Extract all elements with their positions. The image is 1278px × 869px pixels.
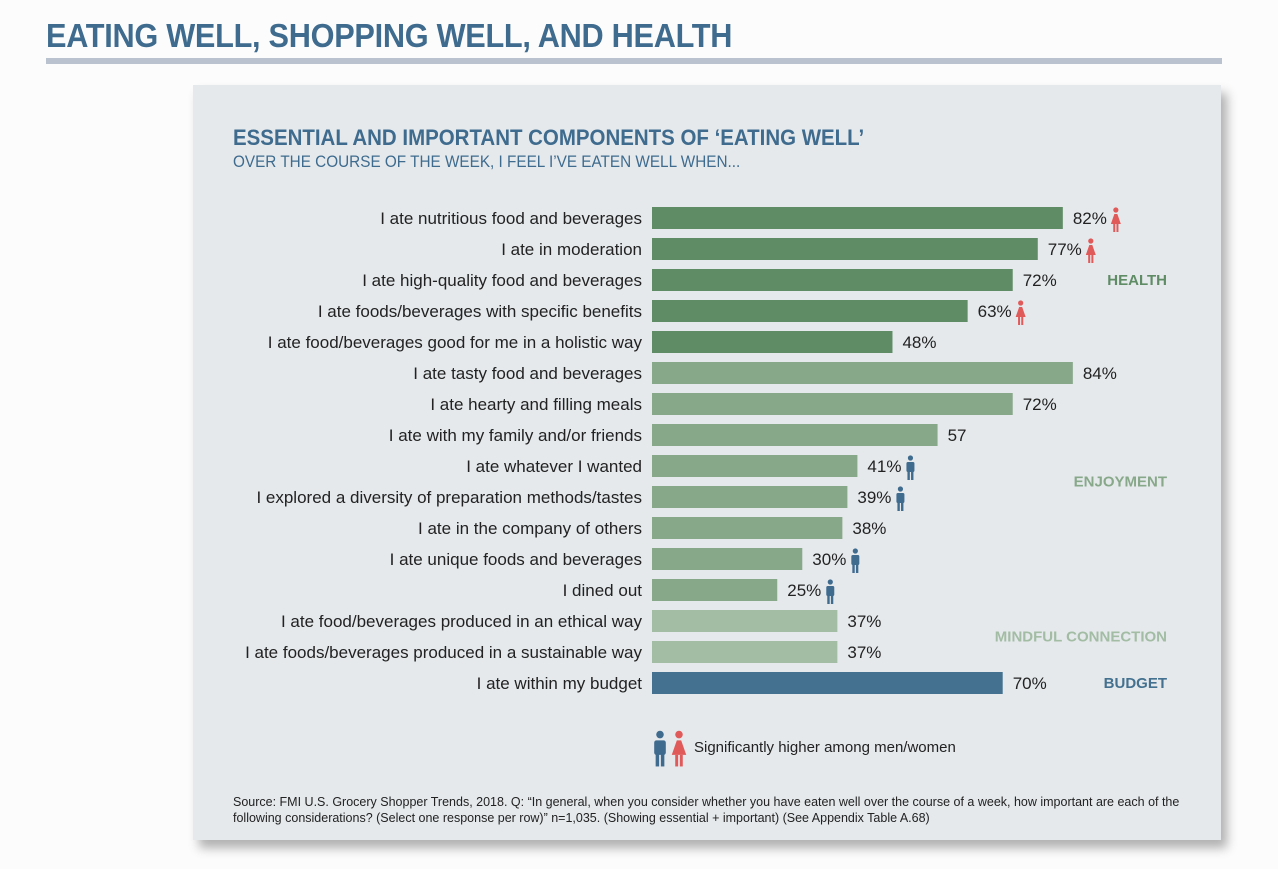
bar-row: I ate food/beverages good for me in a ho… [268, 331, 937, 353]
chart-subtitle: OVER THE COURSE OF THE WEEK, I FEEL I’VE… [233, 152, 741, 171]
group-label-health: HEALTH [1107, 272, 1167, 289]
legend: Significantly higher among men/women [652, 727, 956, 767]
category-label: I ate hearty and filling meals [430, 395, 642, 414]
page-title: EATING WELL, SHOPPING WELL, AND HEALTH [46, 17, 733, 54]
category-label: I ate food/beverages good for me in a ho… [268, 333, 643, 352]
category-label: I explored a diversity of preparation me… [256, 488, 642, 507]
chart-title: ESSENTIAL AND IMPORTANT COMPONENTS OF ‘E… [233, 125, 865, 150]
bar [652, 486, 848, 508]
man-icon [906, 455, 915, 480]
value-label: 72% [1023, 395, 1057, 414]
bar-row: I ate foods/beverages produced in a sust… [245, 641, 881, 663]
bar-row: I ate food/beverages produced in an ethi… [281, 610, 881, 632]
man-icon [654, 730, 666, 767]
bar [652, 424, 938, 446]
bar [652, 393, 1013, 415]
value-label: 57 [948, 426, 967, 445]
bar-row: I ate foods/beverages with specific bene… [318, 300, 1026, 325]
bar [652, 517, 843, 539]
category-label: I ate with my family and/or friends [389, 426, 642, 445]
category-label: I ate tasty food and beverages [413, 364, 642, 383]
bar [652, 548, 803, 570]
bar-row: I ate in the company of others 38% [418, 517, 886, 539]
value-label: 63% [978, 302, 1012, 321]
value-label: 70% [1013, 674, 1047, 693]
man-icon [826, 579, 835, 604]
woman-icon [1110, 207, 1121, 232]
title-divider [46, 58, 1222, 64]
bar-row: I ate hearty and filling meals 72% [430, 393, 1057, 415]
legend-icons [654, 730, 687, 767]
bar-row: I ate nutritious food and beverages 82% [380, 207, 1121, 232]
value-label: 37% [847, 612, 881, 631]
value-label: 72% [1023, 271, 1057, 290]
value-label: 84% [1083, 364, 1117, 383]
bar-row: I ate whatever I wanted 41% [466, 455, 915, 480]
category-label: I ate nutritious food and beverages [380, 209, 642, 228]
bar [652, 641, 838, 663]
bar [652, 207, 1063, 229]
bar [652, 269, 1013, 291]
woman-icon [671, 730, 687, 767]
bar-row: I ate in moderation 77% [501, 238, 1096, 263]
group-label-enjoyment: ENJOYMENT [1074, 474, 1167, 491]
category-label: I ate in the company of others [418, 519, 642, 538]
value-label: 30% [812, 550, 846, 569]
man-icon [896, 486, 905, 511]
category-label: I ate high-quality food and beverages [362, 271, 642, 290]
bar [652, 579, 778, 601]
value-label: 25% [787, 581, 821, 600]
bar-row: I ate within my budget 70% [477, 672, 1047, 694]
category-label: I ate within my budget [477, 674, 643, 693]
category-label: I ate unique foods and beverages [390, 550, 642, 569]
bar-row: I ate tasty food and beverages 84% [413, 362, 1117, 384]
group-label-mindful: MINDFUL CONNECTION [995, 629, 1167, 646]
bar [652, 362, 1073, 384]
bar-row: I ate high-quality food and beverages 72% [362, 269, 1057, 291]
bar-row: I explored a diversity of preparation me… [256, 486, 905, 511]
value-label: 39% [857, 488, 891, 507]
value-label: 48% [902, 333, 936, 352]
value-label: 38% [852, 519, 886, 538]
category-label: I dined out [563, 581, 643, 600]
value-label: 77% [1048, 240, 1082, 259]
legend-text: Significantly higher among men/women [694, 738, 956, 756]
bar [652, 238, 1038, 260]
group-label-budget: BUDGET [1104, 675, 1167, 692]
category-label: I ate food/beverages produced in an ethi… [281, 612, 643, 631]
bar-row: I ate with my family and/or friends 57 [389, 424, 967, 446]
bar-row: I dined out 25% [563, 579, 835, 604]
category-label: I ate foods/beverages with specific bene… [318, 302, 642, 321]
bar [652, 331, 893, 353]
bar [652, 455, 858, 477]
source-note: Source: FMI U.S. Grocery Shopper Trends,… [233, 795, 1180, 825]
category-label: I ate whatever I wanted [466, 457, 642, 476]
bar [652, 610, 838, 632]
category-label: I ate foods/beverages produced in a sust… [245, 643, 642, 662]
woman-icon [1015, 300, 1026, 325]
value-label: 82% [1073, 209, 1107, 228]
value-label: 37% [847, 643, 881, 662]
bar-row: I ate unique foods and beverages 30% [390, 548, 860, 573]
value-label: 41% [867, 457, 901, 476]
category-label: I ate in moderation [501, 240, 642, 259]
man-icon [851, 548, 860, 573]
bar [652, 300, 968, 322]
woman-icon [1085, 238, 1096, 263]
bar [652, 672, 1003, 694]
